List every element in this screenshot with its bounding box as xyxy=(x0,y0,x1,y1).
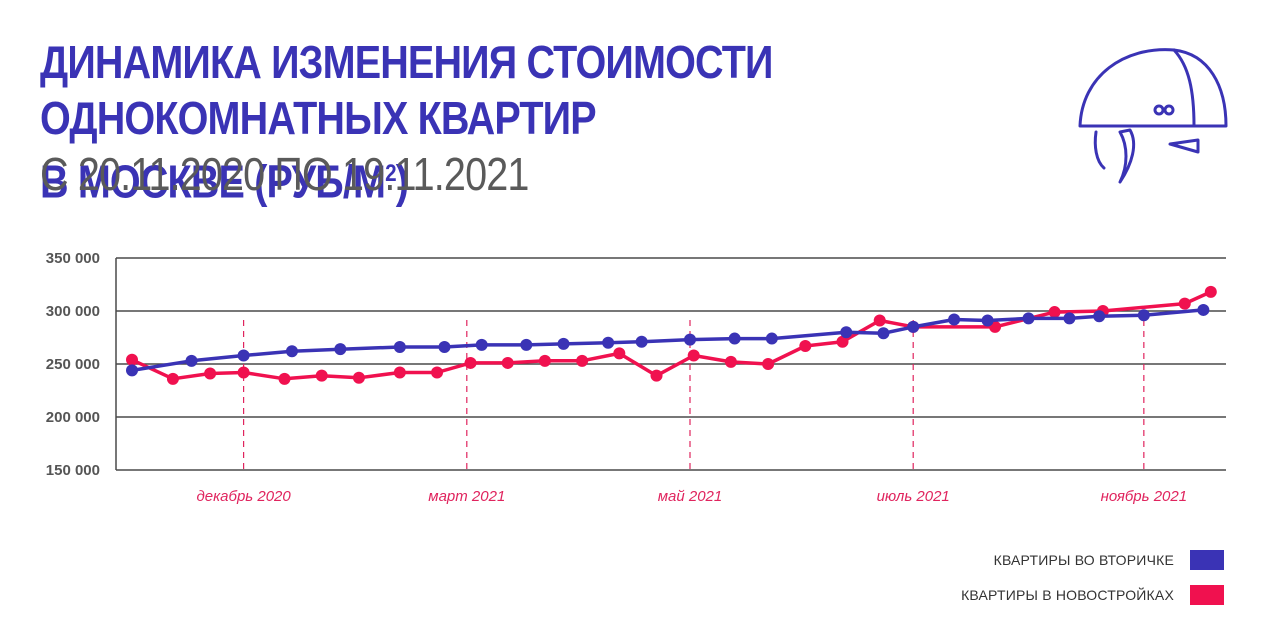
data-point xyxy=(464,356,477,369)
data-point xyxy=(1137,309,1150,322)
x-tick-label: декабрь 2020 xyxy=(196,488,291,505)
legend-swatch-secondary xyxy=(1190,550,1224,570)
y-tick-label: 300 000 xyxy=(46,303,100,320)
data-point xyxy=(557,337,570,350)
title-line-2: В МОСКВЕ (РУБ/М2) xyxy=(40,146,934,209)
data-point xyxy=(1204,285,1217,298)
data-point xyxy=(475,338,488,351)
data-point xyxy=(1063,312,1076,325)
data-point xyxy=(334,343,347,356)
data-point xyxy=(877,327,890,340)
data-point xyxy=(166,372,179,385)
legend-item-new: КВАРТИРЫ В НОВОСТРОЙКАХ xyxy=(961,585,1224,605)
legend-swatch-new xyxy=(1190,585,1224,605)
data-point xyxy=(185,354,198,367)
data-point xyxy=(687,349,700,362)
data-point xyxy=(724,355,737,368)
y-tick-label: 150 000 xyxy=(46,462,100,479)
data-point xyxy=(237,349,250,362)
data-point xyxy=(431,366,444,379)
x-tick-label: март 2021 xyxy=(428,488,505,505)
data-point xyxy=(635,335,648,348)
data-point xyxy=(204,367,217,380)
data-point xyxy=(602,336,615,349)
data-point xyxy=(538,354,551,367)
data-point xyxy=(576,354,589,367)
data-point xyxy=(650,369,663,382)
legend-label-secondary: КВАРТИРЫ ВО ВТОРИЧКЕ xyxy=(993,552,1174,568)
data-point xyxy=(765,332,778,345)
x-tick-label: июль 2021 xyxy=(877,488,950,505)
data-point xyxy=(799,339,812,352)
y-tick-label: 200 000 xyxy=(46,409,100,426)
data-point xyxy=(438,341,451,354)
data-point xyxy=(873,314,886,327)
data-point xyxy=(728,332,741,345)
series-line xyxy=(131,308,1204,373)
grid-layer: 350 000 300 000 250 000 200 000 150 000 xyxy=(46,250,1226,479)
data-point xyxy=(126,364,138,377)
title-line-2-text: В МОСКВЕ (РУБ/М xyxy=(40,155,386,208)
series-line xyxy=(131,290,1212,381)
data-point xyxy=(352,371,365,384)
x-tick-label: май 2021 xyxy=(658,488,723,505)
data-point xyxy=(613,347,626,360)
data-point xyxy=(520,338,533,351)
data-point xyxy=(1022,312,1035,325)
data-point xyxy=(836,335,849,348)
data-point xyxy=(907,320,920,333)
data-point xyxy=(948,313,961,326)
data-point xyxy=(684,333,696,346)
chart-title: ДИНАМИКА ИЗМЕНЕНИЯ СТОИМОСТИ ОДНОКОМНАТН… xyxy=(40,34,934,209)
y-tick-label: 250 000 xyxy=(46,356,100,373)
data-point xyxy=(840,326,853,339)
data-point xyxy=(393,341,406,354)
x-tick-label: ноябрь 2021 xyxy=(1101,488,1187,505)
title-superscript: 2 xyxy=(385,160,397,187)
title-line-1: ДИНАМИКА ИЗМЕНЕНИЯ СТОИМОСТИ ОДНОКОМНАТН… xyxy=(40,36,773,144)
data-point xyxy=(1093,310,1106,323)
data-point xyxy=(393,366,406,379)
y-tick-label: 350 000 xyxy=(46,250,100,267)
data-point xyxy=(1178,297,1191,310)
data-point xyxy=(237,366,250,379)
data-point xyxy=(315,369,328,382)
data-point xyxy=(285,345,298,358)
data-point xyxy=(501,356,514,369)
data-point xyxy=(1048,306,1061,319)
data-point xyxy=(126,353,138,366)
data-point xyxy=(981,314,994,327)
hard-hat-icon xyxy=(1078,48,1228,184)
data-point xyxy=(1197,303,1210,316)
data-point xyxy=(762,358,775,370)
legend-label-new: КВАРТИРЫ В НОВОСТРОЙКАХ xyxy=(961,587,1174,603)
legend-item-secondary: КВАРТИРЫ ВО ВТОРИЧКЕ xyxy=(994,550,1224,570)
series-layer xyxy=(126,285,1217,385)
title-line-2-close: ) xyxy=(395,155,409,208)
data-point xyxy=(278,372,291,385)
chart-subtitle: С 20.11.2020 ПО 19.11.2021 xyxy=(40,148,529,200)
